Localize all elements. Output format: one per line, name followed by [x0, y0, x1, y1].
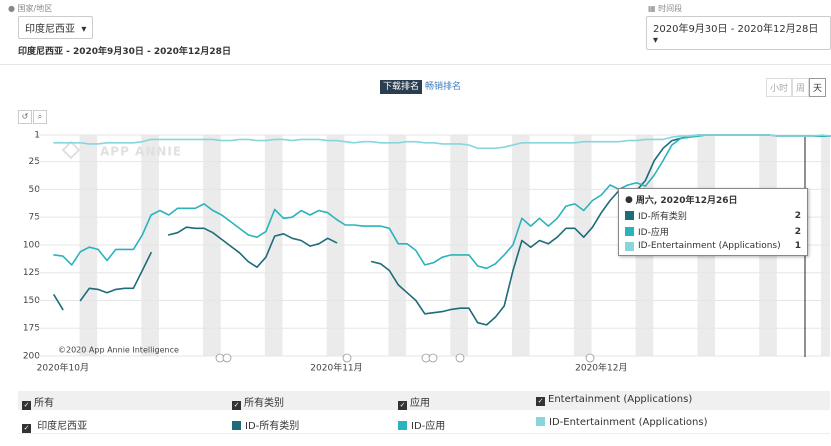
country-toggle[interactable]: ✓ 印度尼西亚: [22, 421, 88, 433]
granularity-button[interactable]: 天: [809, 78, 827, 97]
legend-row: ✓ 印度尼西亚 ID-所有类别 ID-应用 ID-Entertainment (…: [18, 414, 830, 434]
country-name: 印度尼西亚: [37, 421, 88, 432]
granularity-button[interactable]: 小时: [766, 78, 793, 97]
period-dropdown[interactable]: 2020年9月30日 - 2020年12月28日 ▾: [646, 16, 831, 50]
weekend-band: [450, 135, 468, 356]
tooltip-series: ID-应用: [638, 228, 669, 238]
tooltip-value: 2: [794, 226, 801, 237]
legend-header: ✓ 所有 ✓ 所有类别 ✓ 应用 ✓ Entertainment (Applicatio…: [18, 391, 830, 410]
filter-category[interactable]: ✓ Entertainment (Applications): [536, 394, 693, 406]
period-value: 2020年9月30日 - 2020年12月28日: [653, 24, 819, 35]
weekend-band: [388, 135, 407, 356]
weekend-band: [821, 135, 830, 356]
copyright: ©2020 App Annie Intelligence: [58, 346, 179, 355]
tooltip-title: ● 周六, 2020年12月26日: [625, 194, 738, 207]
filter-label: 所有: [34, 398, 54, 409]
country-label-text: 国家/地区: [17, 4, 53, 13]
weekend-band: [203, 135, 221, 356]
weekend-band: [141, 135, 159, 356]
period-label-text: 时间段: [658, 4, 683, 13]
filter-label: 应用: [410, 398, 430, 409]
tooltip-row: ID-所有类别 2: [625, 209, 801, 222]
granularity: 小时周天: [766, 78, 827, 97]
y-tick-label: 200: [23, 352, 40, 362]
tab[interactable]: 畅销排名: [425, 82, 462, 92]
tab[interactable]: 下载排名: [380, 80, 423, 94]
legend-label: ID-Entertainment (Applications): [549, 417, 708, 428]
filter-label: Entertainment (Applications): [548, 394, 693, 405]
y-tick-label: 100: [23, 240, 40, 250]
country-label: ● 国家/地区: [8, 4, 53, 13]
tooltip-row: ID-Entertainment (Applications) 1: [625, 241, 801, 251]
legend-label: ID-应用: [411, 421, 446, 432]
filter-category[interactable]: ✓ 所有类别: [232, 398, 284, 410]
tooltip-value: 2: [794, 210, 801, 221]
x-tick-label: 2020年10月: [37, 362, 89, 374]
tooltip: ● 周六, 2020年12月26日 ID-所有类别 2 ID-应用 2 ID-Ent…: [618, 188, 808, 256]
tooltip-value: 1: [794, 241, 801, 251]
filter-category[interactable]: ✓ 应用: [398, 398, 430, 410]
filter-label: 所有类别: [244, 398, 284, 409]
weekend-band: [79, 135, 98, 356]
legend-item[interactable]: ID-应用: [398, 417, 445, 432]
series-line: [53, 134, 831, 150]
period-label: ▦ 时间段: [648, 4, 683, 13]
country-dropdown[interactable]: 印度尼西亚 ▾: [18, 16, 94, 39]
y-tick-label: 125: [23, 268, 40, 278]
undo-button[interactable]: ↺: [18, 110, 32, 124]
zoom-button[interactable]: ⌕: [33, 110, 47, 124]
y-tick-label: 1: [34, 131, 40, 141]
weekend-band: [264, 135, 283, 356]
y-tick-label: 50: [29, 185, 41, 195]
watermark-logo: [61, 140, 81, 160]
x-tick-label: 2020年12月: [575, 362, 627, 374]
series-line: [53, 134, 831, 326]
chart-title: 印度尼西亚 - 2020年9月30日 - 2020年12月28日: [18, 47, 231, 57]
filter-all[interactable]: ✓ 所有: [22, 398, 54, 410]
weekend-band: [326, 135, 345, 356]
y-tick-label: 25: [29, 157, 40, 167]
legend-item[interactable]: ID-Entertainment (Applications): [536, 417, 707, 428]
legend-item[interactable]: ID-所有类别: [232, 417, 299, 432]
tooltip-title-text: 周六, 2020年12月26日: [635, 196, 738, 206]
tabs: 下载排名 畅销排名: [380, 79, 464, 94]
tooltip-series: ID-所有类别: [638, 212, 687, 222]
tooltip-series: ID-Entertainment (Applications): [638, 241, 781, 251]
y-tick-label: 75: [29, 213, 40, 223]
legend-label: ID-所有类别: [245, 421, 300, 432]
separator: [0, 64, 831, 65]
watermark: APP ANNIE: [100, 145, 182, 159]
tooltip-row: ID-应用 2: [625, 225, 801, 238]
granularity-button[interactable]: 周: [792, 78, 810, 97]
y-tick-label: 150: [23, 296, 40, 306]
weekend-band: [573, 135, 592, 356]
country-value: 印度尼西亚: [25, 24, 75, 35]
event-markers: [215, 353, 595, 363]
x-tick-label: 2020年11月: [310, 362, 362, 374]
y-tick-label: 175: [23, 324, 40, 334]
